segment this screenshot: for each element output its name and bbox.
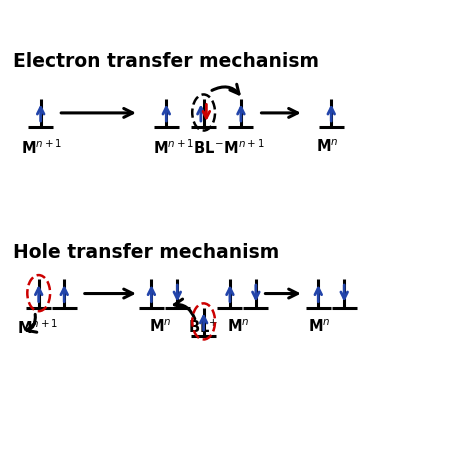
Text: $\mathbf{M}^{n}$: $\mathbf{M}^{n}$ bbox=[316, 138, 338, 155]
Text: Hole transfer mechanism: Hole transfer mechanism bbox=[13, 243, 279, 262]
Text: $\mathbf{BL}^{+}$: $\mathbf{BL}^{+}$ bbox=[188, 319, 218, 336]
Text: Electron transfer mechanism: Electron transfer mechanism bbox=[13, 53, 319, 72]
Text: $\mathbf{M}^{n}$: $\mathbf{M}^{n}$ bbox=[149, 319, 171, 335]
Text: $\mathbf{M}^{n+1}$: $\mathbf{M}^{n+1}$ bbox=[21, 138, 62, 157]
Text: $\mathbf{M}^{n}$: $\mathbf{M}^{n}$ bbox=[308, 319, 330, 335]
Text: $\mathbf{M}^{n}$: $\mathbf{M}^{n}$ bbox=[227, 319, 250, 335]
Text: $\mathbf{M}^{n+1}$: $\mathbf{M}^{n+1}$ bbox=[17, 319, 58, 337]
Text: $\mathbf{M}^{n+1}\mathbf{BL}^{-}\mathbf{M}^{n+1}$: $\mathbf{M}^{n+1}\mathbf{BL}^{-}\mathbf{… bbox=[153, 138, 264, 157]
